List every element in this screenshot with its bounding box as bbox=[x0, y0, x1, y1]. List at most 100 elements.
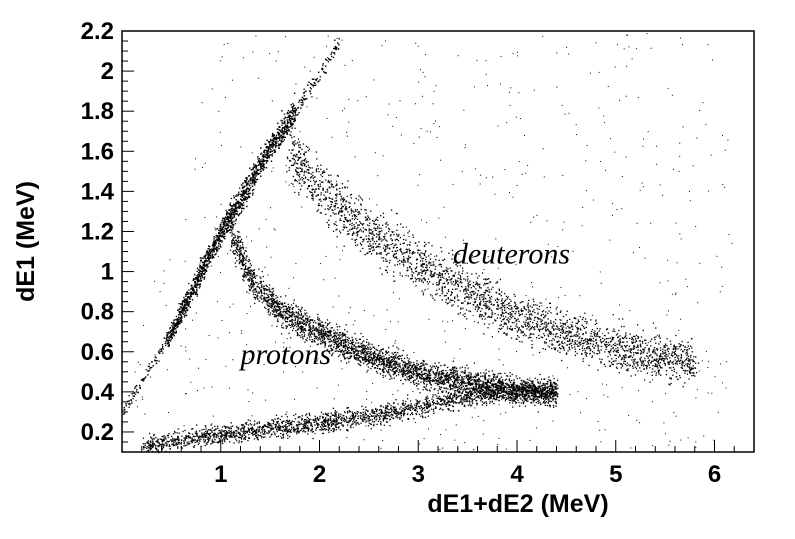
data-point bbox=[476, 393, 478, 395]
data-point bbox=[234, 249, 237, 251]
data-point bbox=[259, 296, 261, 298]
data-point bbox=[464, 372, 466, 375]
data-point bbox=[289, 315, 291, 317]
data-point bbox=[256, 164, 258, 167]
data-point bbox=[275, 309, 277, 311]
data-point bbox=[284, 125, 286, 128]
data-point bbox=[340, 345, 342, 347]
data-point bbox=[467, 378, 469, 380]
data-point bbox=[457, 381, 460, 383]
data-point bbox=[194, 283, 196, 285]
data-point bbox=[342, 333, 345, 335]
data-point bbox=[282, 122, 284, 125]
data-point bbox=[369, 356, 371, 358]
data-point bbox=[353, 348, 355, 350]
data-point bbox=[278, 144, 281, 147]
data-point bbox=[509, 381, 512, 383]
data-point bbox=[334, 340, 337, 342]
data-point bbox=[278, 309, 281, 311]
data-point bbox=[317, 81, 319, 83]
data-point bbox=[285, 311, 287, 314]
data-point bbox=[233, 244, 235, 247]
data-point bbox=[129, 403, 131, 406]
data-point bbox=[382, 374, 384, 377]
data-point bbox=[187, 296, 190, 298]
data-point bbox=[423, 361, 425, 363]
data-point bbox=[214, 241, 216, 244]
data-point bbox=[452, 370, 454, 372]
data-point bbox=[193, 285, 195, 287]
data-point bbox=[181, 300, 184, 303]
data-point bbox=[276, 309, 278, 312]
data-point bbox=[343, 354, 345, 356]
data-point bbox=[277, 318, 279, 320]
data-point bbox=[203, 261, 205, 263]
data-point bbox=[324, 335, 327, 337]
data-point bbox=[389, 378, 391, 380]
data-point bbox=[329, 338, 332, 340]
data-point bbox=[405, 365, 407, 367]
data-point bbox=[248, 180, 250, 182]
data-point bbox=[212, 248, 214, 251]
data-point bbox=[281, 129, 283, 131]
data-point bbox=[461, 380, 464, 383]
data-point bbox=[283, 121, 286, 124]
data-point bbox=[192, 289, 194, 291]
data-point bbox=[284, 136, 287, 139]
data-point bbox=[364, 360, 366, 363]
data-point bbox=[359, 364, 362, 367]
data-point bbox=[181, 302, 183, 304]
data-point bbox=[317, 343, 320, 345]
data-point bbox=[180, 317, 183, 319]
data-point bbox=[282, 127, 284, 129]
data-point bbox=[240, 198, 242, 201]
data-point bbox=[525, 382, 528, 384]
data-point bbox=[468, 396, 471, 398]
data-point bbox=[283, 308, 285, 311]
data-point bbox=[239, 236, 241, 238]
data-point bbox=[277, 137, 280, 140]
data-point bbox=[218, 236, 220, 239]
data-point bbox=[317, 329, 319, 331]
data-point bbox=[317, 339, 319, 341]
data-point bbox=[215, 239, 217, 241]
data-point bbox=[364, 345, 366, 347]
data-point bbox=[360, 361, 362, 364]
data-point bbox=[189, 301, 191, 303]
data-point bbox=[191, 288, 193, 290]
data-point bbox=[224, 225, 227, 227]
data-point bbox=[256, 171, 258, 173]
data-point bbox=[552, 393, 555, 395]
data-point bbox=[229, 204, 232, 207]
data-point bbox=[170, 336, 172, 339]
data-point bbox=[204, 261, 206, 263]
data-point bbox=[473, 380, 475, 382]
data-point bbox=[265, 297, 267, 299]
data-point bbox=[267, 152, 270, 155]
data-point bbox=[272, 133, 274, 136]
data-point bbox=[232, 205, 234, 207]
data-point bbox=[252, 286, 254, 288]
data-point bbox=[274, 314, 277, 316]
data-point bbox=[450, 387, 452, 389]
data-point bbox=[311, 341, 313, 343]
data-point bbox=[180, 318, 182, 320]
data-point bbox=[380, 350, 382, 352]
data-point bbox=[297, 311, 300, 313]
data-point bbox=[388, 363, 390, 365]
data-point bbox=[313, 335, 316, 337]
data-point bbox=[201, 257, 203, 259]
data-point bbox=[228, 225, 230, 227]
data-point bbox=[389, 365, 391, 368]
data-point bbox=[274, 309, 276, 312]
data-point bbox=[222, 224, 224, 226]
data-point bbox=[154, 360, 157, 362]
data-point bbox=[315, 322, 317, 324]
data-point bbox=[234, 223, 237, 225]
data-point bbox=[184, 306, 186, 308]
data-point bbox=[331, 349, 333, 351]
data-point bbox=[222, 226, 225, 228]
data-point bbox=[289, 110, 291, 113]
data-point bbox=[300, 104, 302, 106]
data-point bbox=[536, 392, 539, 394]
